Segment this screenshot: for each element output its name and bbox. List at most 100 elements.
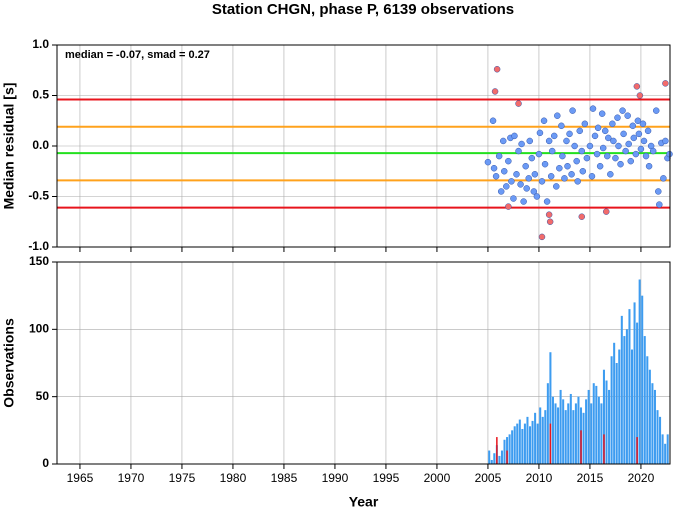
- histogram-bar: [653, 389, 656, 464]
- data-point: [583, 154, 591, 162]
- histogram-bar: [651, 383, 654, 464]
- histogram-bar: [528, 426, 532, 464]
- histogram-bar: [625, 329, 628, 464]
- data-point: [546, 218, 554, 225]
- data-point: [522, 162, 529, 170]
- histogram-bar: [562, 399, 565, 464]
- histogram-bar: [666, 434, 669, 464]
- y-tick-label: 0.5: [32, 88, 49, 102]
- data-point: [501, 168, 508, 175]
- histogram-bar: [500, 450, 503, 464]
- data-point: [523, 185, 530, 192]
- histogram-bar: [603, 434, 605, 464]
- data-point: [609, 120, 616, 128]
- histogram-bar: [633, 302, 636, 464]
- data-point: [484, 158, 492, 166]
- histogram-bar: [503, 439, 506, 464]
- data-point: [596, 162, 604, 170]
- data-point: [607, 171, 614, 178]
- x-tick-label: 2000: [424, 471, 451, 485]
- x-tick-label: 1975: [169, 471, 196, 485]
- data-point: [548, 147, 556, 155]
- y-tick-label: 100: [29, 322, 49, 336]
- histogram-bar: [638, 279, 641, 464]
- histogram-bar: [551, 396, 554, 464]
- data-point: [642, 152, 650, 160]
- histogram-bar: [646, 356, 649, 464]
- histogram-bar: [541, 416, 544, 464]
- data-point: [634, 117, 642, 124]
- x-tick-label: 2010: [526, 471, 553, 485]
- x-tick-label: 2015: [577, 471, 604, 485]
- histogram-bar: [628, 309, 631, 464]
- data-point: [564, 162, 571, 170]
- data-point: [571, 142, 578, 150]
- histogram-bar: [608, 389, 611, 464]
- data-point: [545, 137, 553, 145]
- x-axis-title: Year: [349, 494, 379, 510]
- histogram-bar: [605, 380, 608, 464]
- data-point: [528, 154, 536, 162]
- data-point: [629, 122, 637, 130]
- data-point: [515, 100, 522, 107]
- histogram-bar: [648, 369, 651, 464]
- chart-title: Station CHGN, phase P, 6139 observations: [212, 1, 514, 18]
- data-point: [620, 130, 627, 138]
- data-point: [495, 152, 503, 160]
- annotation: median = -0.07, smad = 0.27: [65, 49, 210, 61]
- histogram-bar: [557, 407, 560, 464]
- data-point: [540, 117, 548, 124]
- x-tick-label: 2005: [475, 471, 502, 485]
- histogram-bar: [546, 383, 549, 464]
- data-point: [655, 188, 662, 195]
- data-point: [615, 142, 622, 150]
- data-point: [644, 127, 652, 135]
- data-point: [547, 173, 555, 180]
- x-tick-label: 1980: [220, 471, 247, 485]
- histogram-bar: [488, 450, 491, 464]
- data-point: [578, 213, 586, 220]
- data-point: [594, 124, 602, 132]
- histogram-bar: [544, 410, 547, 464]
- histogram-bar: [656, 410, 659, 464]
- data-point: [569, 107, 576, 114]
- histogram-bar: [610, 356, 613, 464]
- histogram-bar: [490, 459, 493, 464]
- histogram-bar: [536, 423, 539, 464]
- y-tick-label: 150: [29, 254, 49, 268]
- histogram-bar: [531, 420, 534, 464]
- data-point: [617, 160, 624, 168]
- data-point: [625, 140, 632, 148]
- data-point: [630, 134, 638, 142]
- data-point: [639, 120, 647, 128]
- data-point: [622, 147, 629, 155]
- data-point: [535, 150, 543, 158]
- y-tick-label: 0: [42, 456, 49, 470]
- data-point: [493, 65, 501, 73]
- histogram-bar: [549, 352, 552, 464]
- data-point: [556, 164, 563, 172]
- y-tick-label: 50: [36, 389, 50, 403]
- data-point: [503, 183, 510, 190]
- data-point: [662, 80, 669, 87]
- x-tick-label: 1995: [373, 471, 400, 485]
- histogram-bar: [664, 443, 667, 464]
- data-point: [541, 160, 549, 168]
- histogram-bar: [521, 428, 524, 464]
- data-point: [561, 175, 568, 182]
- plot-frame: [56, 261, 671, 465]
- data-point: [619, 107, 626, 114]
- data-point: [553, 183, 560, 190]
- data-point: [624, 112, 631, 119]
- data-point: [515, 147, 522, 155]
- data-point: [662, 137, 669, 145]
- histogram-bar: [516, 423, 519, 464]
- data-point: [505, 157, 512, 165]
- histogram-bar: [513, 426, 516, 464]
- histogram-bar: [661, 434, 664, 464]
- data-point: [543, 198, 551, 205]
- histogram-bar: [641, 295, 644, 464]
- data-point: [627, 157, 634, 165]
